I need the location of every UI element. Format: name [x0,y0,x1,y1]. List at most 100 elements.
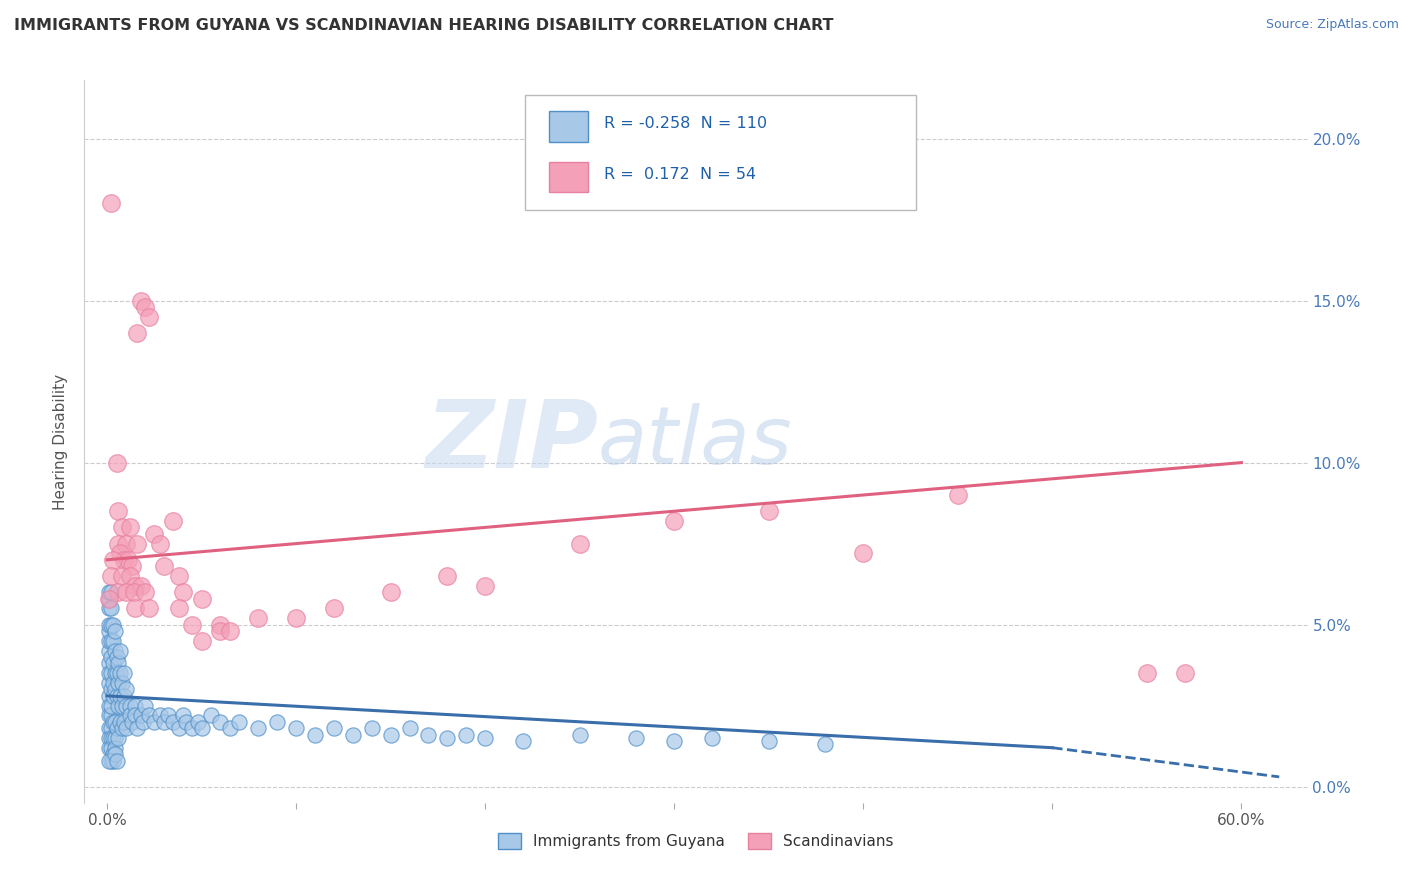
Point [115,721,138,735]
Point [110,714,132,729]
Point [97,585,120,599]
Point [200,708,222,723]
Point [127,721,149,735]
Point [152,559,174,574]
Point [105,754,128,768]
Point [167,601,190,615]
Point [115,536,138,550]
Point [209,624,232,638]
Point [107,504,129,518]
Point [360,721,382,735]
Point [118,698,141,713]
Point [228,714,250,729]
Point [132,714,155,729]
Point [111,676,134,690]
Point [121,559,143,574]
Point [104,624,127,638]
Point [127,326,149,340]
Point [107,698,129,713]
Point [512,734,534,748]
Point [380,728,402,742]
Point [112,689,135,703]
Point [101,747,124,762]
Point [149,536,172,550]
Point [322,601,344,615]
Text: ZIP: ZIP [425,395,598,488]
Point [97,708,120,723]
Point [100,754,122,768]
Point [134,585,156,599]
Point [110,546,132,560]
Point [122,585,145,599]
Point [398,721,420,735]
Point [115,698,138,713]
Point [100,585,122,599]
Text: R = -0.258  N = 110: R = -0.258 N = 110 [605,116,768,131]
Point [247,721,270,735]
Point [111,569,134,583]
Point [138,310,160,324]
Point [436,569,458,583]
Point [97,754,120,768]
Point [162,514,184,528]
Point [626,731,648,745]
Point [101,689,124,703]
Point [112,714,135,729]
FancyBboxPatch shape [524,95,917,211]
Point [101,633,124,648]
Point [181,617,204,632]
Point [418,728,440,742]
Point [105,650,128,665]
Point [101,617,124,632]
Point [814,738,837,752]
Point [97,624,120,638]
Point [107,676,129,690]
Point [436,731,458,745]
Point [100,666,122,681]
Point [568,728,591,742]
Point [115,682,138,697]
Point [124,601,146,615]
Bar [550,162,588,193]
Point [700,731,723,745]
Point [456,728,478,742]
Point [107,731,129,745]
Point [124,708,146,723]
Point [121,714,143,729]
Point [209,714,232,729]
Point [219,721,242,735]
Point [100,601,122,615]
Point [219,624,242,638]
Point [100,617,122,632]
Point [101,553,124,567]
Point [100,731,122,745]
Point [285,611,308,625]
Point [107,585,129,599]
Point [97,731,120,745]
Point [97,617,120,632]
Point [104,643,127,657]
Point [304,728,326,742]
Text: atlas: atlas [598,402,793,481]
Bar [550,112,588,142]
Text: Source: ZipAtlas.com: Source: ZipAtlas.com [1265,18,1399,31]
Point [946,488,969,502]
Point [1174,666,1197,681]
Point [127,536,149,550]
Point [187,714,209,729]
Point [110,643,132,657]
Text: IMMIGRANTS FROM GUYANA VS SCANDINAVIAN HEARING DISABILITY CORRELATION CHART: IMMIGRANTS FROM GUYANA VS SCANDINAVIAN H… [14,18,834,33]
Point [172,708,194,723]
Point [162,714,184,729]
Point [134,300,156,314]
Point [190,721,212,735]
Point [97,689,120,703]
Point [129,708,152,723]
Point [97,601,120,615]
Point [209,617,232,632]
Point [97,591,120,606]
Point [118,708,141,723]
Point [129,293,152,308]
Point [105,689,128,703]
Point [97,698,120,713]
